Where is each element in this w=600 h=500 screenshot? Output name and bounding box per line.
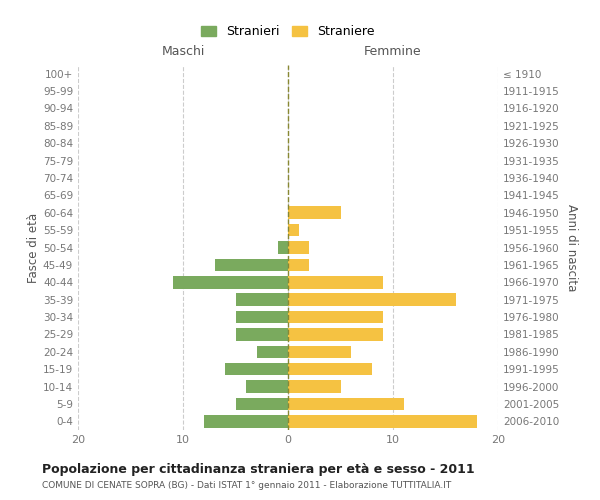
Bar (288, 398, 404, 410)
Bar (288, 224, 299, 236)
Text: COMUNE DI CENATE SOPRA (BG) - Dati ISTAT 1° gennaio 2011 - Elaborazione TUTTITAL: COMUNE DI CENATE SOPRA (BG) - Dati ISTAT… (42, 481, 451, 490)
Bar (288, 328, 383, 340)
Text: Femmine: Femmine (364, 44, 422, 58)
Bar (215, 258, 288, 271)
Bar (288, 276, 383, 288)
Text: Popolazione per cittadinanza straniera per età e sesso - 2011: Popolazione per cittadinanza straniera p… (42, 462, 475, 475)
Text: Maschi: Maschi (161, 44, 205, 58)
Bar (288, 311, 383, 324)
Bar (225, 363, 288, 376)
Bar (235, 398, 288, 410)
Bar (277, 241, 288, 254)
Bar (257, 346, 288, 358)
Bar (288, 294, 456, 306)
Bar (288, 241, 309, 254)
Bar (288, 206, 341, 219)
Bar (235, 311, 288, 324)
Bar (235, 328, 288, 340)
Bar (288, 258, 309, 271)
Bar (288, 380, 341, 393)
Y-axis label: Anni di nascita: Anni di nascita (565, 204, 578, 291)
Bar (288, 346, 351, 358)
Bar (288, 415, 477, 428)
Legend: Stranieri, Straniere: Stranieri, Straniere (196, 20, 380, 43)
Bar (173, 276, 288, 288)
Bar (288, 363, 372, 376)
Y-axis label: Fasce di età: Fasce di età (27, 212, 40, 282)
Bar (235, 294, 288, 306)
Bar (204, 415, 288, 428)
Bar (246, 380, 288, 393)
